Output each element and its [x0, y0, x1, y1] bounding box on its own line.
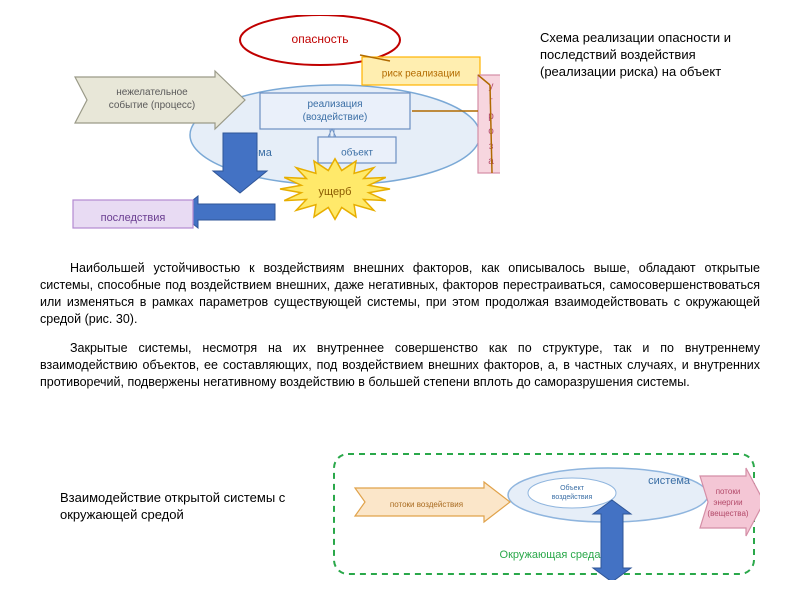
svg-text:последствия: последствия	[101, 212, 166, 224]
shape-in-arrow: потоки воздействия	[355, 482, 510, 522]
shape-out-arrow: потокиэнергии(вещества)	[700, 468, 760, 536]
paragraph-1-text: Наибольшей устойчивостью к воздействиям …	[40, 261, 760, 326]
shape-object: объект	[318, 137, 396, 163]
caption-diagram2: Взаимодействие открытой системы с окружа…	[60, 490, 295, 524]
svg-text:потоки воздействия: потоки воздействия	[390, 500, 463, 509]
shape-object2	[528, 478, 616, 508]
shape-threat: угроза	[478, 75, 500, 173]
svg-text:опасность: опасность	[292, 32, 349, 46]
shape-event-arrow: нежелательноесобытие (процесс)	[75, 71, 245, 129]
shape-consequences: последствия	[73, 200, 193, 228]
shape-realization: реализация(воздействие)	[260, 93, 410, 129]
caption-diagram1: Схема реализации опасности и последствий…	[540, 30, 775, 81]
label-env: Окружающая среда	[500, 549, 602, 561]
page-root: { "captions": { "top": "Схема реализации…	[0, 0, 800, 600]
paragraph-1: Наибольшей устойчивостью к воздействиям …	[40, 260, 760, 328]
label-system2: система	[648, 475, 691, 487]
svg-text:риск реализации: риск реализации	[382, 69, 460, 80]
diagram-open-system: Окружающая среда система Объектвоздейств…	[330, 450, 760, 580]
svg-text:объект: объект	[341, 147, 373, 159]
paragraph-2: Закрытые системы, несмотря на их внутрен…	[40, 340, 760, 391]
paragraph-2-text: Закрытые системы, несмотря на их внутрен…	[40, 341, 760, 389]
arrow-up-down	[593, 500, 631, 580]
svg-text:ущерб: ущерб	[319, 186, 352, 198]
shape-damage: ущерб	[280, 159, 390, 220]
shape-risk: риск реализации	[362, 57, 480, 85]
diagram-risk-realization: опасность система риск реализации угроза…	[60, 15, 500, 240]
